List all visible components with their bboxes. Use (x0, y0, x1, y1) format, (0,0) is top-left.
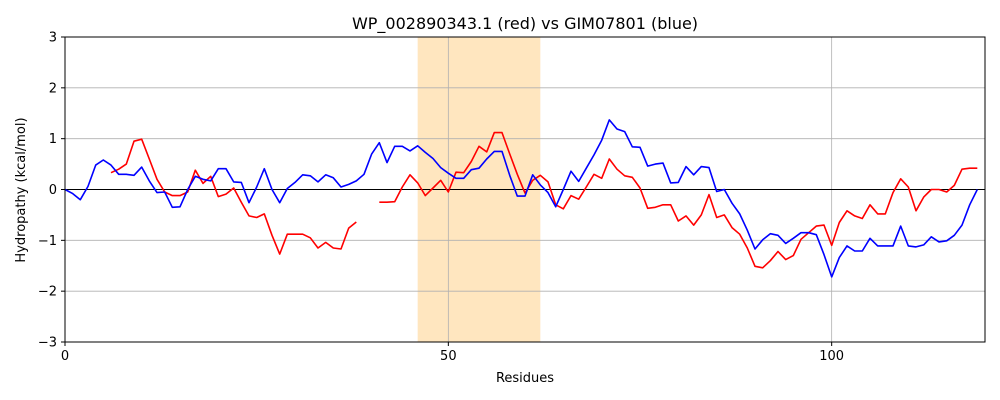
x-tick-label: 0 (61, 349, 69, 364)
series-line-gim07801 (64, 119, 979, 278)
x-tick-label: 50 (440, 349, 457, 364)
y-tick-label: −2 (38, 285, 57, 300)
y-axis-label: Hydropathy (kcal/mol) (14, 117, 29, 262)
y-tick-label: 2 (49, 81, 57, 96)
x-axis-label: Residues (496, 371, 554, 386)
y-tick-label: 0 (49, 183, 57, 198)
series-line-wp-002890343-1 (110, 138, 357, 255)
series-line-wp-002890343-1 (379, 131, 978, 269)
y-tick-label: −1 (38, 234, 57, 249)
y-tick-label: −3 (38, 336, 57, 351)
chart-title: WP_002890343.1 (red) vs GIM07801 (blue) (352, 14, 698, 34)
y-tick-label: 3 (49, 31, 57, 46)
x-tick-label: 100 (819, 349, 844, 364)
y-tick-label: 1 (49, 132, 57, 147)
